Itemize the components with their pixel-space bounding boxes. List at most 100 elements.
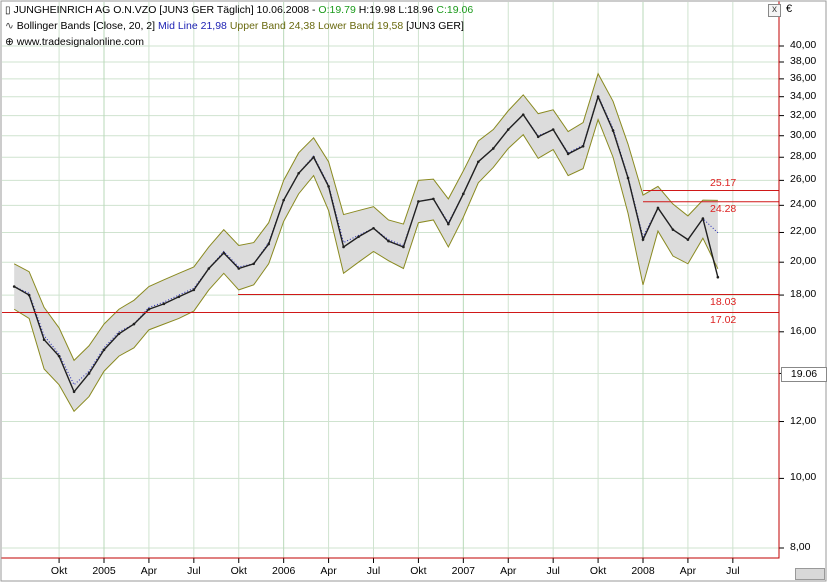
- y-tick-label: 20,00: [790, 255, 817, 268]
- y-tick-label: 38,00: [790, 54, 817, 67]
- upper-band-line: [13, 72, 718, 362]
- y-tick-label: 32,00: [790, 108, 817, 121]
- price-point: [222, 251, 226, 255]
- price-point: [42, 338, 46, 341]
- source-link[interactable]: www.tradesignalonline.com: [16, 36, 144, 48]
- high-value: H:19.98: [358, 4, 396, 16]
- level-label: 17.02: [710, 313, 737, 326]
- legend-indicator-row: ∿ Bollinger Bands [Close, 20, 2] Mid Lin…: [5, 20, 464, 32]
- band-fill: [14, 73, 718, 412]
- price-point: [716, 275, 720, 279]
- level-label: 25.17: [710, 177, 737, 190]
- x-tick-label: Okt: [50, 565, 68, 577]
- price-point: [491, 147, 495, 150]
- x-tick-label: 2005: [92, 565, 116, 577]
- x-tick-label: Okt: [589, 565, 607, 577]
- price-point: [57, 354, 61, 358]
- price-point: [177, 295, 181, 299]
- price-point: [566, 152, 570, 156]
- x-tick-label: 2006: [271, 565, 296, 577]
- y-tick-label: 40,00: [790, 39, 817, 51]
- bollinger-bands: [13, 72, 719, 413]
- x-tick-label: 2007: [451, 565, 476, 577]
- level-label: 18.03: [710, 295, 737, 308]
- price-series: [12, 94, 720, 394]
- price-point: [162, 302, 166, 306]
- globe-icon: ⊕: [5, 36, 14, 48]
- price-point: [701, 217, 705, 220]
- y-tick-label: 16,00: [790, 324, 817, 337]
- price-point: [147, 307, 151, 311]
- y-tick-label: 34,00: [790, 89, 817, 102]
- open-value: O:19.79: [318, 4, 356, 16]
- y-tick-label: 28,00: [790, 150, 817, 163]
- y-tick-label: 36,00: [790, 71, 817, 84]
- price-point: [611, 129, 615, 132]
- price-point: [581, 145, 585, 148]
- x-tick-label: Apr: [679, 565, 697, 577]
- grid: [2, 2, 784, 563]
- price-point: [671, 228, 675, 231]
- y-tick-label: 22,00: [790, 225, 817, 238]
- price-point: [132, 322, 136, 326]
- price-point: [207, 267, 211, 270]
- price-point: [626, 176, 630, 180]
- legend-source-row: ⊕ www.tradesignalonline.com: [5, 36, 144, 48]
- price-point: [402, 245, 405, 249]
- close-button[interactable]: x: [768, 4, 781, 17]
- price-point: [12, 285, 16, 288]
- price-point: [462, 192, 465, 196]
- instrument-title: JUNGHEINRICH AG O.N.VZO [JUN3 GER Täglic…: [13, 4, 319, 16]
- price-point: [267, 242, 270, 246]
- x-tick-label: Apr: [140, 565, 158, 577]
- lower-band-line: [13, 118, 719, 413]
- price-point: [432, 197, 435, 201]
- level-label: 24.28: [710, 202, 737, 215]
- price-point: [357, 235, 360, 239]
- price-point: [372, 226, 375, 230]
- y-tick-label: 24,00: [790, 198, 817, 211]
- price-point: [477, 160, 480, 164]
- x-tick-label: Apr: [320, 565, 337, 577]
- price-point: [282, 198, 285, 202]
- y-tick-label: 10,00: [790, 471, 817, 484]
- price-point: [192, 288, 196, 292]
- x-tick-label: Jul: [366, 565, 381, 577]
- x-tick-label: Okt: [230, 565, 247, 577]
- price-point: [596, 95, 600, 98]
- x-tick-label: Apr: [500, 565, 517, 577]
- y-tick-label: 26,00: [790, 173, 817, 186]
- currency-symbol: €: [786, 3, 793, 15]
- price-point: [521, 113, 525, 116]
- price-point: [641, 238, 645, 241]
- price-point: [102, 348, 106, 352]
- last-price-box: 19.06: [781, 367, 827, 382]
- price-point: [252, 262, 256, 266]
- y-tick-label: 8,00: [790, 541, 811, 553]
- price-point: [327, 185, 330, 188]
- mid-line-label: Mid Line 21,98: [158, 20, 227, 32]
- y-tick-label: 18,00: [790, 288, 817, 301]
- resize-grip-icon[interactable]: [795, 568, 825, 580]
- close-value: C:19.06: [436, 4, 474, 16]
- price-line: [13, 94, 719, 394]
- y-tick-label: 30,00: [790, 128, 817, 141]
- price-point: [27, 293, 31, 297]
- price-point: [447, 222, 450, 226]
- price-point: [87, 372, 91, 375]
- price-point: [536, 135, 540, 139]
- price-point: [387, 239, 390, 243]
- price-point: [686, 238, 690, 241]
- x-tick-label: Jul: [187, 565, 201, 577]
- price-point: [312, 155, 315, 159]
- price-point: [506, 128, 510, 131]
- indicator-suffix: [JUN3 GER]: [406, 20, 464, 32]
- x-tick-label: 2008: [631, 565, 655, 577]
- x-tick-label: Jul: [726, 565, 740, 577]
- band-label: Upper Band 24,38 Lower Band 19,58: [229, 20, 404, 32]
- price-point: [551, 128, 555, 131]
